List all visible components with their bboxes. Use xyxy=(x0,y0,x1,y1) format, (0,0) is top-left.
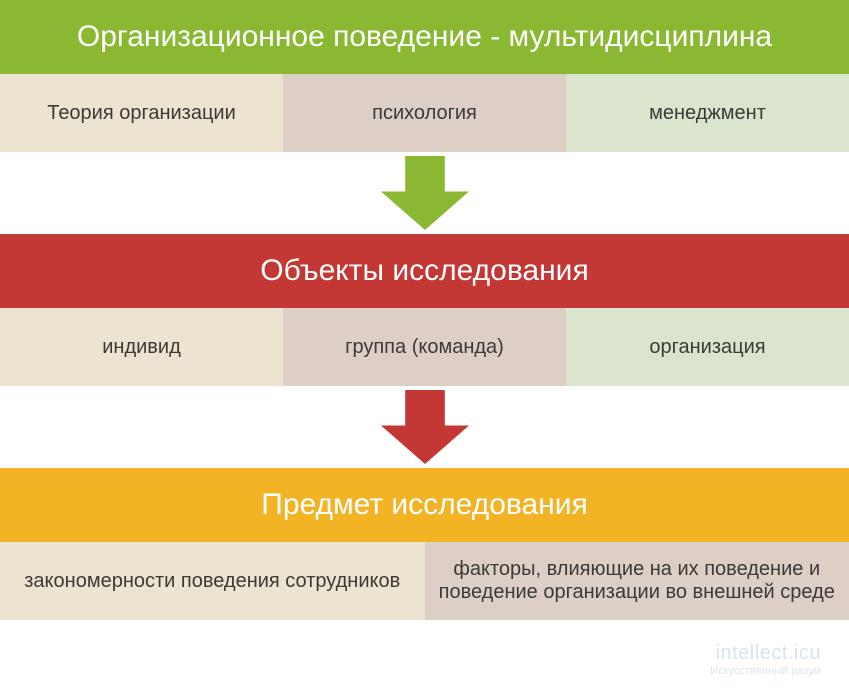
cell-group-team: группа (команда) xyxy=(283,308,566,386)
cell-organization: организация xyxy=(566,308,849,386)
watermark-title: intellect.icu xyxy=(710,642,821,665)
cell-management: менеджмент xyxy=(566,74,849,152)
cell-external-factors: факторы, влияющие на их поведение и пове… xyxy=(425,542,849,620)
cell-theory-of-organization: Теория организации xyxy=(0,74,283,152)
cell-employee-behavior-patterns: закономерности поведения сотрудников xyxy=(0,542,425,620)
section-cells-discipline: Теория организации психология менеджмент xyxy=(0,74,849,152)
cell-individual: индивид xyxy=(0,308,283,386)
cell-psychology: психология xyxy=(283,74,566,152)
section-header-subject: Предмет исследования xyxy=(0,468,849,542)
watermark: intellect.icu Искусственный разум xyxy=(710,642,821,677)
arrow-after-discipline xyxy=(0,156,849,230)
watermark-subtitle: Искусственный разум xyxy=(710,665,821,677)
down-arrow-icon xyxy=(381,156,469,230)
down-arrow-icon xyxy=(381,390,469,464)
arrow-after-objects xyxy=(0,390,849,464)
section-header-discipline: Организационное поведение - мультидисцип… xyxy=(0,0,849,74)
section-cells-subject: закономерности поведения сотрудников фак… xyxy=(0,542,849,620)
flow-diagram: Организационное поведение - мультидисцип… xyxy=(0,0,849,620)
section-header-objects: Объекты исследования xyxy=(0,234,849,308)
section-cells-objects: индивид группа (команда) организация xyxy=(0,308,849,386)
